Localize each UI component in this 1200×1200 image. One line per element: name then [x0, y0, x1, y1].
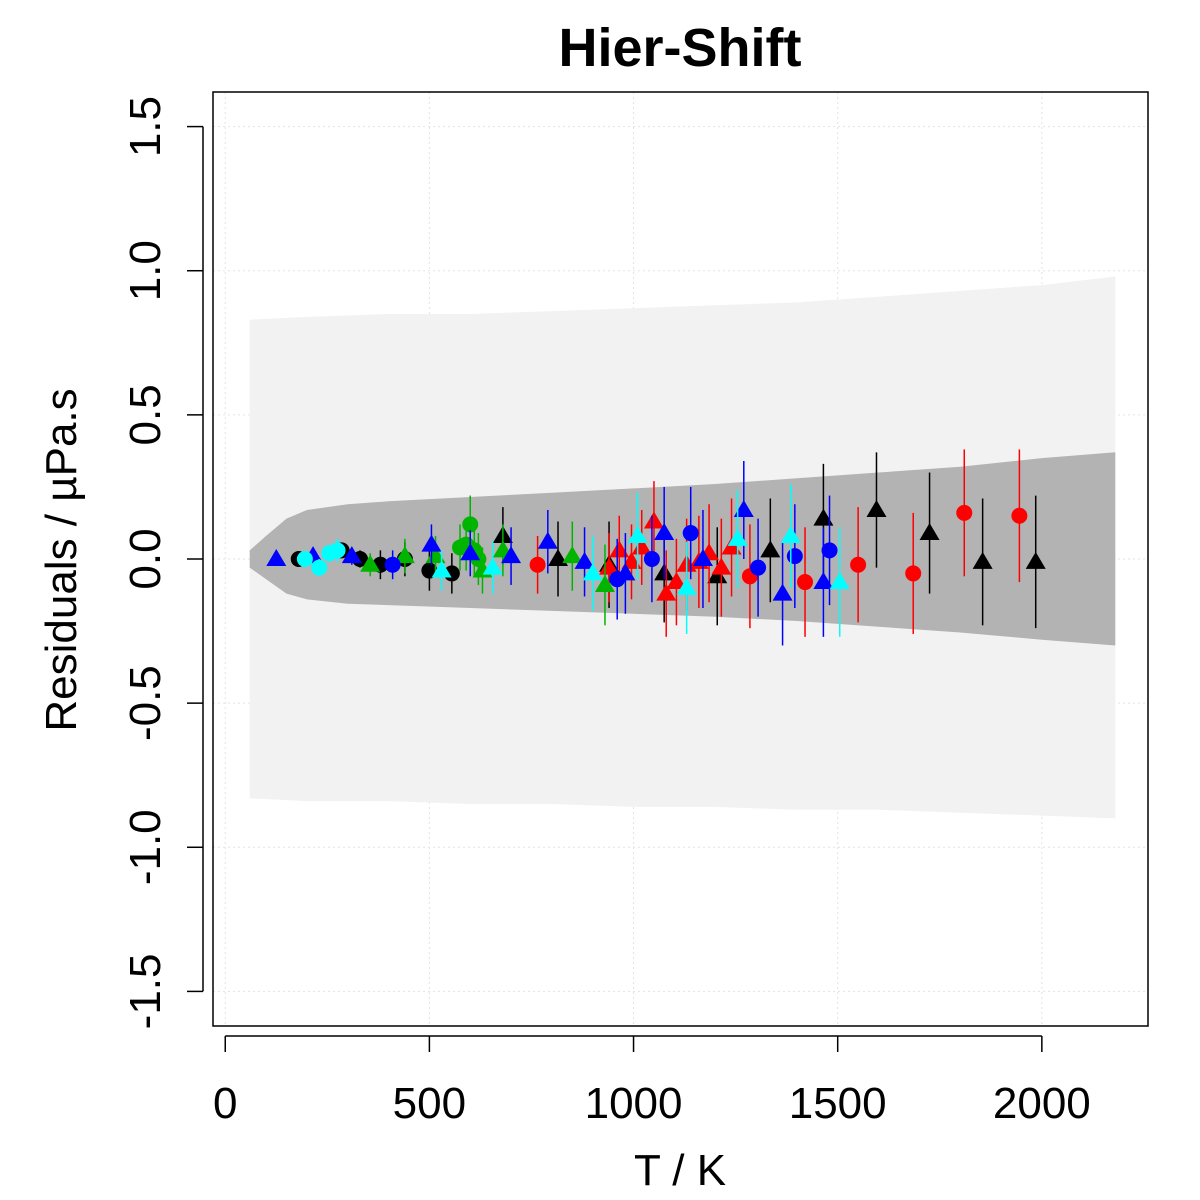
x-tick-label: 2000	[993, 1079, 1091, 1128]
data-point-circle	[786, 548, 803, 565]
data-point-triangle	[656, 583, 677, 601]
data-point-triangle	[537, 531, 558, 549]
data-point-triangle	[727, 528, 748, 546]
data-point-triangle	[829, 572, 850, 590]
data-point-triangle	[813, 572, 834, 590]
x-axis: 0 500 1000 1500 2000	[213, 1035, 1091, 1128]
y-tick-label: -0.5	[121, 665, 170, 741]
data-point-circle	[1011, 507, 1028, 524]
data-point-triangle	[548, 549, 569, 566]
y-axis-label: Residuals / µPa.s	[37, 388, 86, 731]
x-tick-label: 1500	[789, 1079, 887, 1128]
data-point-triangle	[707, 566, 728, 584]
data-point-triangle	[813, 508, 834, 526]
data-point-circle	[421, 562, 438, 579]
data-point-triangle	[562, 546, 583, 564]
data-point-circle	[296, 551, 313, 567]
y-tick-label: -1.5	[121, 953, 170, 1029]
data-point-circle	[821, 542, 838, 559]
data-point-triangle	[621, 551, 642, 569]
data-point-triangle	[599, 557, 620, 575]
data-point-circle	[797, 574, 814, 591]
y-tick-label: 0.5	[121, 384, 170, 445]
data-point-triangle	[482, 557, 503, 575]
y-axis: -1.5 -1.0 -0.5 0.0 0.5 1.0 1.5	[121, 96, 204, 1029]
x-axis-label: T / K	[634, 1146, 726, 1195]
data-point-triangle	[394, 546, 415, 564]
data-point-circle	[750, 559, 767, 576]
data-point-circle	[956, 504, 973, 521]
data-point-triangle	[594, 574, 615, 592]
inner-confidence-band	[249, 452, 1116, 646]
data-point-triangle	[692, 549, 713, 566]
data-point-circle	[384, 556, 401, 573]
plot-area	[213, 92, 1148, 1026]
chart-title: Hier-Shift	[559, 18, 802, 78]
data-point-triangle	[631, 537, 652, 555]
data-point-circle	[311, 559, 328, 576]
data-point-triangle	[866, 499, 887, 517]
data-point-circle	[850, 556, 867, 573]
data-point-triangle	[425, 546, 446, 564]
data-point-triangle	[666, 572, 687, 590]
y-tick-label: -1.0	[121, 809, 170, 885]
data-point-triangle	[654, 523, 675, 541]
data-point-triangle	[972, 551, 993, 569]
data-point-triangle	[627, 525, 648, 543]
data-point-circle	[529, 556, 546, 573]
data-point-triangle	[431, 560, 452, 578]
data-point-triangle	[501, 546, 522, 564]
data-point-triangle	[609, 540, 630, 558]
data-point-triangle	[582, 563, 603, 581]
data-point-triangle	[760, 540, 781, 558]
x-tick-label: 0	[213, 1079, 237, 1128]
data-point-triangle	[460, 543, 481, 561]
y-tick-label: 1.0	[121, 240, 170, 301]
data-point-triangle	[266, 549, 287, 566]
data-point-triangle	[733, 499, 754, 517]
data-point-triangle	[574, 551, 595, 569]
data-point-triangle	[676, 577, 697, 595]
data-point-triangle	[360, 554, 381, 572]
y-tick-label: 1.5	[121, 96, 170, 157]
data-point-circle	[462, 516, 479, 533]
data-point-triangle	[421, 534, 442, 552]
data-point-circle	[905, 565, 922, 582]
data-point-circle	[643, 551, 660, 567]
data-point-circle	[329, 542, 346, 559]
data-point-triangle	[772, 583, 793, 601]
data-point-triangle	[615, 563, 636, 581]
data-point-triangle	[780, 525, 801, 543]
data-point-triangle	[643, 511, 664, 529]
plot-frame	[212, 91, 1149, 1027]
data-point-triangle	[1025, 551, 1046, 569]
data-point-triangle	[341, 546, 362, 564]
x-tick-label: 1000	[585, 1079, 683, 1128]
data-point-triangle	[721, 537, 742, 555]
data-point-triangle	[711, 557, 732, 575]
x-tick-label: 500	[393, 1079, 466, 1128]
y-tick-label: 0.0	[121, 528, 170, 589]
data-point-circle	[682, 525, 699, 542]
data-point-triangle	[919, 523, 940, 541]
